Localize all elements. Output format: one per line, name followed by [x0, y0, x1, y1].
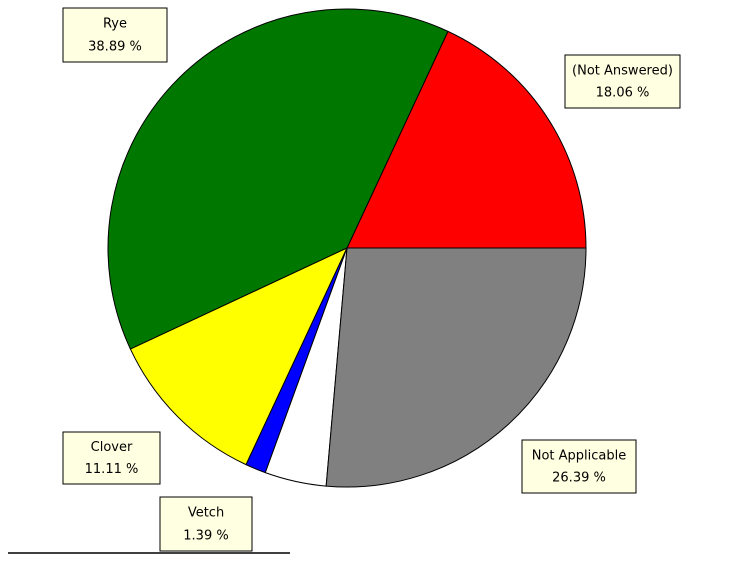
- label-box: [564, 54, 681, 109]
- labels: (Not Answered) 18.06 % Rye 38.89 % Clover 11.…: [62, 7, 681, 552]
- slice-label: Not Applicable: [532, 448, 627, 463]
- slice-value-label: 1.39 %: [183, 528, 228, 543]
- label-box: [159, 496, 253, 552]
- label-box: [521, 439, 637, 494]
- slice-value-label: 18.06 %: [596, 86, 650, 101]
- slice-label: Rye: [103, 17, 127, 32]
- label-box: [62, 431, 161, 485]
- pie-slice: [107, 8, 449, 350]
- pie-slice: [325, 247, 587, 488]
- slice-label: Vetch: [188, 506, 224, 521]
- label-box: [62, 7, 168, 63]
- slice-value-label: 26.39 %: [552, 471, 606, 486]
- pie-slice: [129, 246, 349, 466]
- slice-label: Clover: [91, 440, 133, 455]
- pie-slice: [346, 30, 587, 249]
- slice-label: (Not Answered): [572, 63, 673, 78]
- slices: [107, 8, 587, 488]
- slice-value-label: 11.11 %: [85, 462, 139, 477]
- slice-value-label: 38.89 %: [88, 39, 142, 54]
